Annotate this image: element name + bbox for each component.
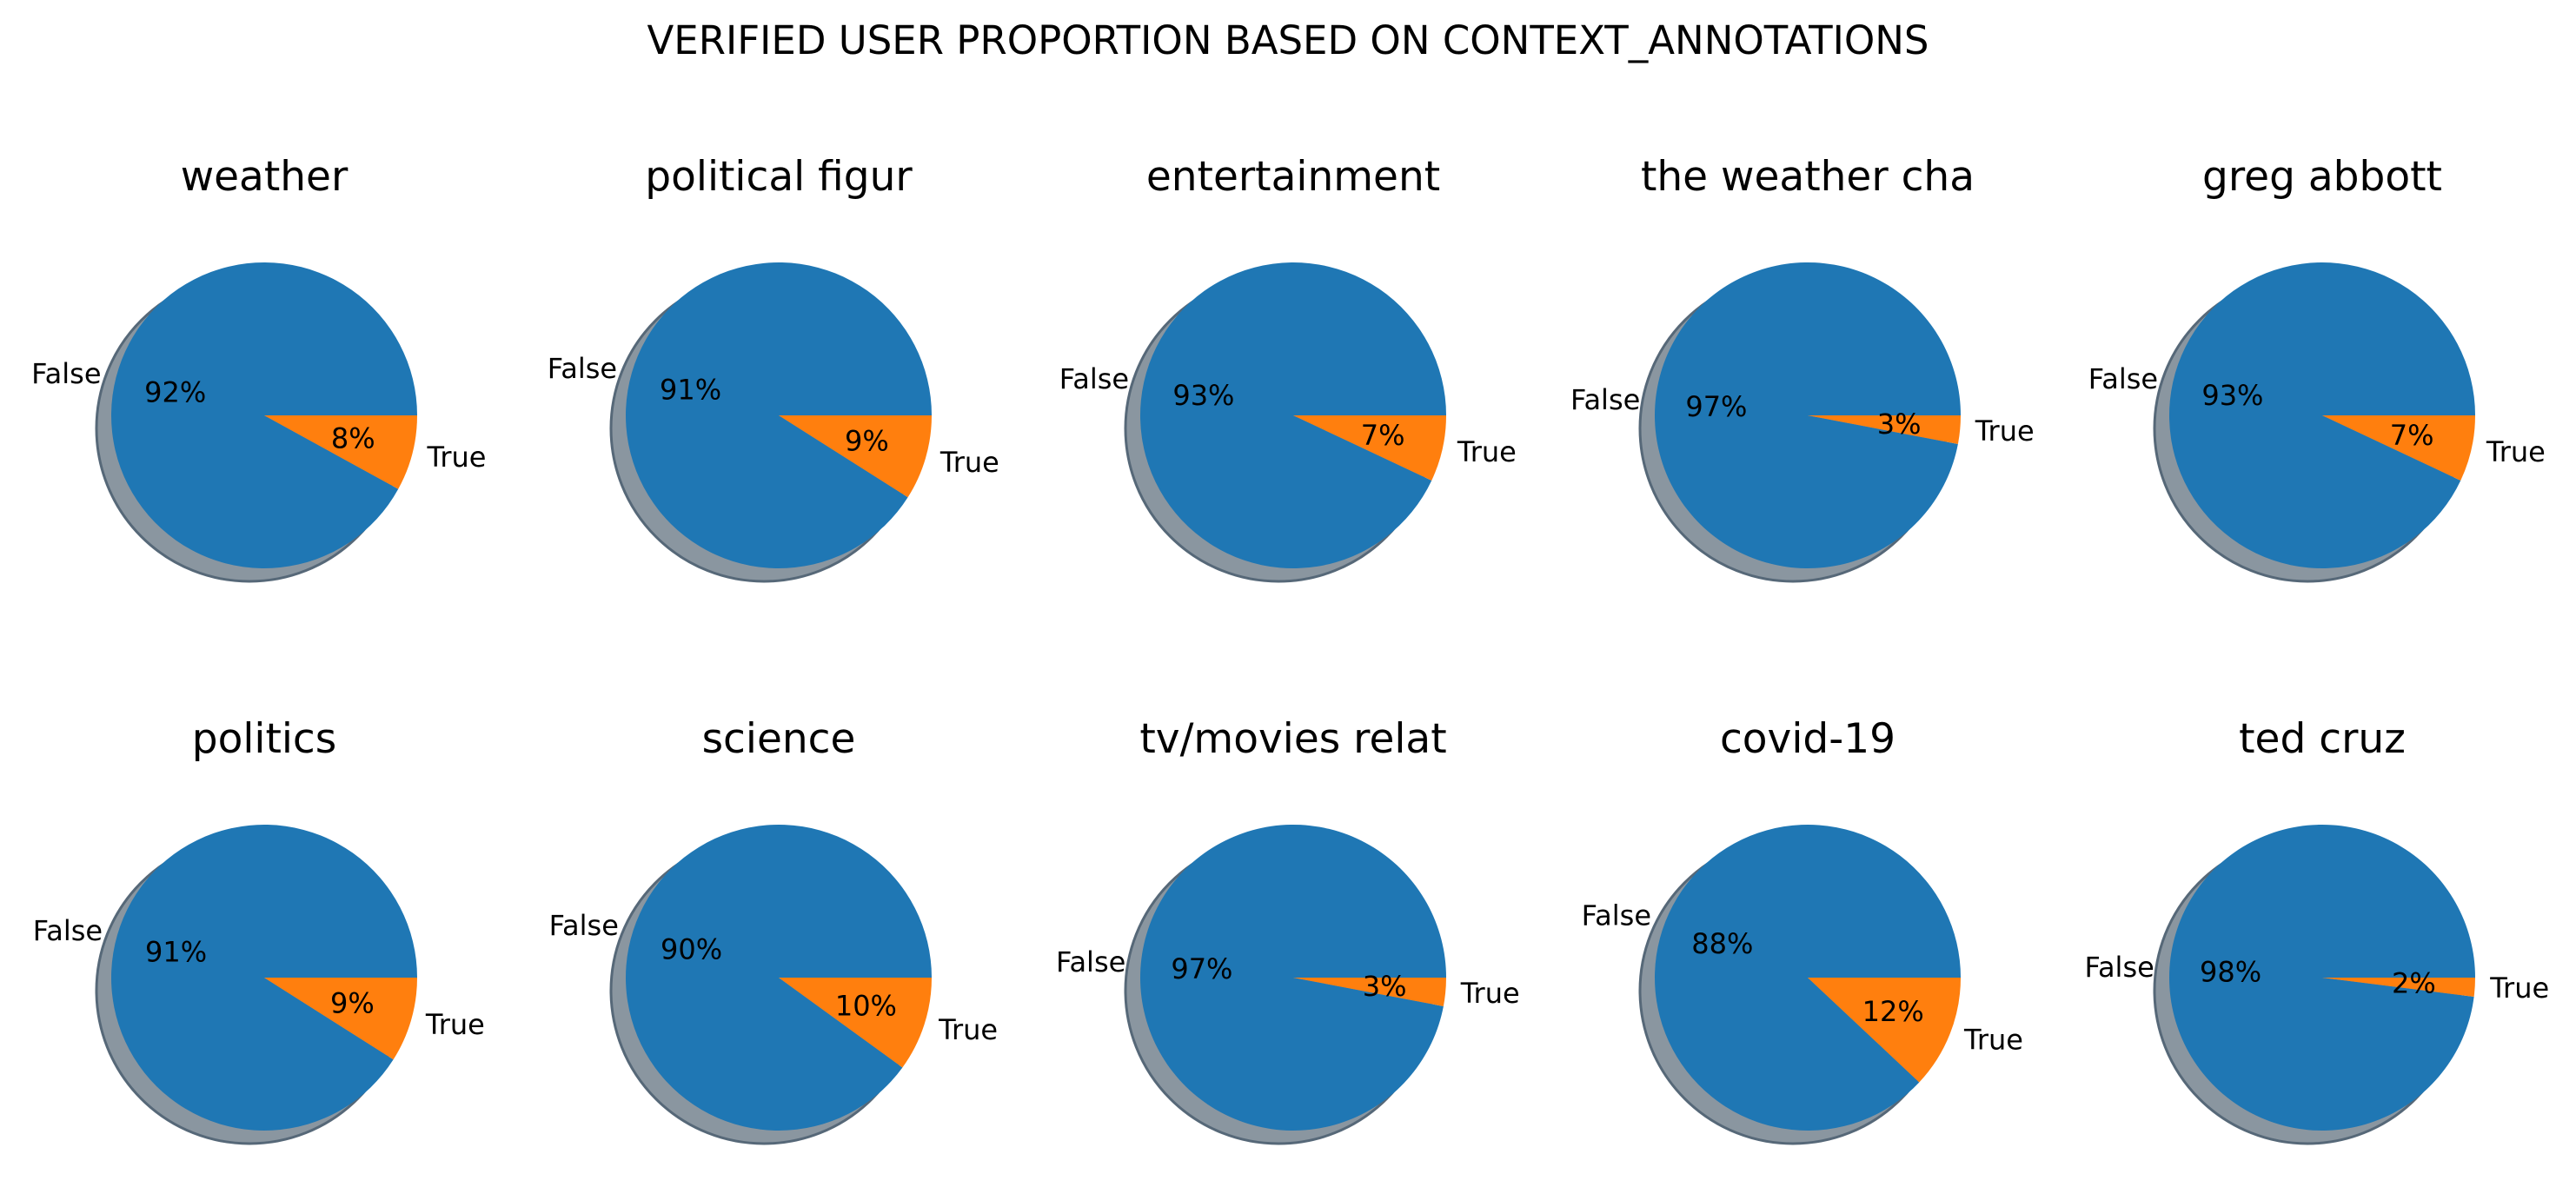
pie-slice-false <box>1140 824 1447 1131</box>
pct-label: 97% <box>1171 952 1232 985</box>
subplot-title: covid-19 <box>1720 715 1895 763</box>
slice-label: True <box>2486 435 2546 468</box>
pie-slice-true <box>1293 978 1446 1006</box>
pie-subplot: ted cruz 98% False 2% True <box>2084 715 2549 1145</box>
pct-label: 10% <box>835 990 897 1023</box>
slice-label: False <box>1059 362 1129 395</box>
slice-label: False <box>1056 945 1125 978</box>
slice-label: False <box>31 357 101 390</box>
pct-label: 2% <box>2392 967 2436 1000</box>
pie-slice-false <box>1655 825 1961 1131</box>
pct-label: 91% <box>145 936 207 969</box>
pie-slice-true <box>2322 415 2475 481</box>
slice-label: True <box>939 446 999 479</box>
slice-label: True <box>425 1008 485 1041</box>
subplot-title: ted cruz <box>2239 715 2406 763</box>
pie-slice-true <box>1808 978 1961 1083</box>
pct-label: 9% <box>845 425 889 458</box>
pie-slice-true <box>264 978 417 1060</box>
slice-label: False <box>548 352 617 385</box>
slice-label: False <box>549 909 619 942</box>
pie-subplot: the weather cha 97% False 3% True <box>1570 153 2035 583</box>
pie-slice-true <box>2322 978 2475 998</box>
pct-label: 7% <box>1361 419 1405 452</box>
pie-slice-false <box>2169 824 2475 1131</box>
pie-subplot: entertainment 93% False 7% True <box>1059 153 1517 583</box>
pct-label: 88% <box>1691 927 1753 960</box>
pie-slice-true <box>1808 415 1961 444</box>
subplot-title: weather <box>181 153 349 201</box>
pct-label: 8% <box>331 421 375 454</box>
pie-slice-false <box>626 825 932 1131</box>
subplot-title: entertainment <box>1146 153 1440 201</box>
pie-slice-true <box>779 978 932 1068</box>
pie-subplot: political figur 91% False 9% True <box>548 153 999 583</box>
slice-label: False <box>1570 383 1640 416</box>
slice-label: True <box>1963 1023 2023 1056</box>
pct-label: 9% <box>330 987 375 1020</box>
pct-label: 12% <box>1862 995 1924 1028</box>
pct-label: 90% <box>661 932 722 965</box>
slice-label: False <box>1582 899 1651 932</box>
pie-subplot: politics 91% False 9% True <box>33 715 485 1145</box>
slice-label: True <box>1457 435 1517 468</box>
pie-slice-false <box>111 262 418 569</box>
slice-label: False <box>2088 362 2158 395</box>
pie-subplot: science 90% False 10% True <box>549 715 998 1145</box>
pie-subplot: covid-19 88% False 12% True <box>1582 715 2023 1145</box>
pie-slice-false <box>2168 262 2475 569</box>
slice-label: True <box>938 1013 998 1046</box>
pct-label: 3% <box>1363 970 1407 1003</box>
subplot-title: politics <box>192 715 337 763</box>
pie-slice-true <box>1293 415 1446 481</box>
slice-label: True <box>2489 972 2549 1005</box>
pct-label: 91% <box>660 374 721 407</box>
subplot-title: political figur <box>645 153 913 201</box>
pie-subplot: greg abbott 93% False 7% True <box>2088 153 2546 583</box>
pct-label: 98% <box>2200 955 2261 988</box>
slice-label: True <box>1460 977 1520 1010</box>
figure-title: VERIFIED USER PROPORTION BASED ON CONTEX… <box>647 17 1929 63</box>
pie-slice-true <box>264 415 417 489</box>
pie-subplot: weather 92% False 8% True <box>31 153 487 583</box>
pct-label: 92% <box>144 376 206 409</box>
pie-slice-false <box>626 262 932 569</box>
pct-label: 93% <box>2201 379 2263 412</box>
slice-label: False <box>33 914 103 947</box>
slice-label: True <box>1975 415 2035 448</box>
subplot-title: science <box>702 715 856 763</box>
pct-label: 93% <box>1172 379 1234 412</box>
pct-label: 97% <box>1685 390 1747 423</box>
pie-slice-false <box>1140 262 1446 569</box>
pct-label: 3% <box>1877 408 1922 441</box>
pie-subplot: tv/movies relat 97% False 3% True <box>1056 715 1520 1145</box>
subplot-title: the weather cha <box>1641 153 1975 201</box>
slice-label: False <box>2084 951 2154 984</box>
subplot-title: tv/movies relat <box>1139 715 1446 763</box>
subplot-title: greg abbott <box>2202 153 2442 201</box>
slice-label: True <box>427 441 487 474</box>
pies-container: weather 92% False 8% True political figur 91% F… <box>31 153 2549 1145</box>
pie-slice-false <box>1655 262 1961 568</box>
pie-slice-true <box>779 415 932 498</box>
pie-slice-false <box>111 825 418 1131</box>
pct-label: 7% <box>2390 419 2434 452</box>
